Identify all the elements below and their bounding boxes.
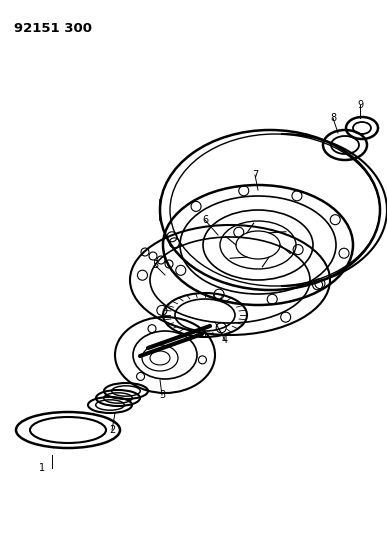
Text: 6: 6	[202, 215, 208, 225]
Text: 5: 5	[152, 260, 158, 270]
Text: 1: 1	[39, 463, 45, 473]
Text: 3: 3	[159, 390, 165, 400]
Text: 7: 7	[252, 170, 258, 180]
Text: 92151 300: 92151 300	[14, 22, 92, 35]
Text: 4: 4	[222, 335, 228, 345]
Text: 9: 9	[357, 100, 363, 110]
Text: 2: 2	[109, 425, 115, 435]
Text: 8: 8	[330, 113, 336, 123]
